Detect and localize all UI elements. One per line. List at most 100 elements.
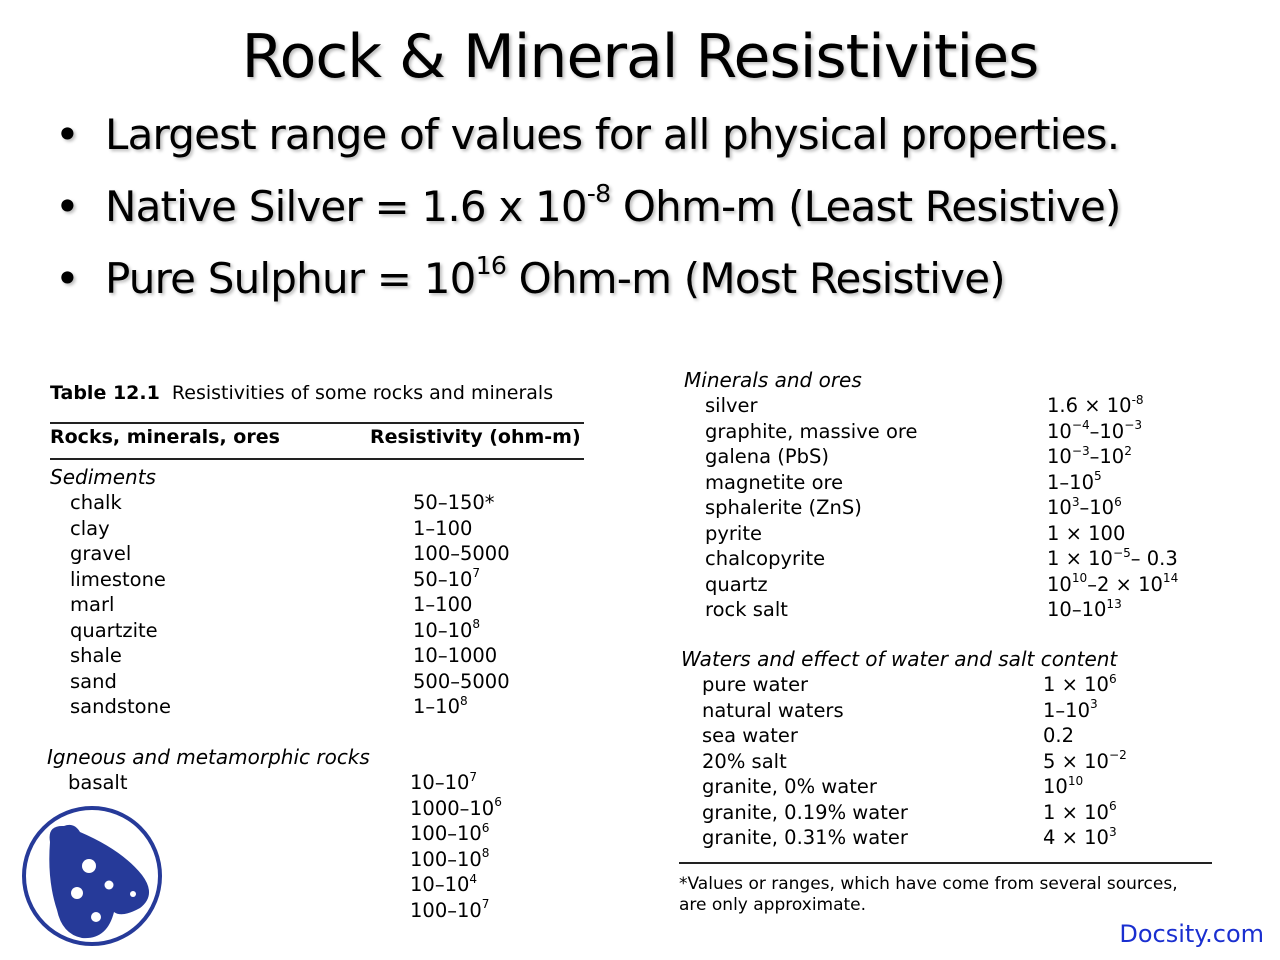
superscript: 6	[1108, 799, 1117, 814]
superscript: 6	[1108, 671, 1117, 686]
table-footnote: *Values or ranges, which have come from …	[679, 874, 1178, 915]
row-name: chalcopyrite	[705, 547, 826, 570]
row-resistivity: 10−4–10−3	[1047, 419, 1142, 445]
row-name: magnetite ore	[705, 470, 844, 494]
divider	[50, 458, 584, 460]
table-caption: Table 12.1 Resistivities of some rocks a…	[50, 382, 553, 404]
row-resistivity: 10−3–102	[1047, 444, 1132, 470]
section-heading: Minerals and ores	[684, 368, 862, 392]
text-segment: –2 × 10	[1087, 572, 1163, 596]
superscript: 13	[1106, 596, 1122, 611]
text-segment: 10	[1047, 572, 1072, 596]
text-segment: 500–5000	[413, 669, 510, 693]
row-resistivity: 50–107	[413, 567, 480, 593]
text-segment: 1–10	[1043, 698, 1090, 722]
text-segment: –10	[1079, 496, 1115, 519]
text-segment: Largest range of values for all physical…	[105, 110, 1120, 159]
superscript: 3	[1108, 824, 1117, 839]
row-resistivity: 1 × 100	[1047, 521, 1125, 547]
row-resistivity: 10–1013	[1047, 597, 1122, 623]
text-segment: 0.2	[1043, 724, 1075, 747]
row-name: graphite, massive ore	[705, 419, 918, 443]
row-name: rock salt	[705, 598, 788, 621]
row-resistivity: 1–100	[413, 592, 472, 618]
superscript: −2	[1108, 748, 1127, 763]
row-resistivity: 10–104	[410, 872, 477, 898]
row-name: galena (PbS)	[705, 445, 829, 468]
superscript: −5	[1112, 545, 1131, 560]
row-resistivity: 1–105	[1047, 470, 1102, 496]
row-resistivity: 1–108	[413, 694, 468, 720]
row-name: clay	[70, 516, 110, 540]
row-resistivity: 1010–2 × 1014	[1047, 572, 1178, 598]
text-segment: 1 × 10	[1043, 800, 1109, 824]
divider	[50, 422, 584, 424]
row-name: granite, 0% water	[702, 775, 877, 798]
superscript: 10	[1071, 571, 1088, 586]
row-resistivity: 1 × 106	[1043, 800, 1117, 826]
superscript: 6	[1114, 494, 1122, 509]
superscript: 2	[1124, 443, 1132, 458]
row-name: marl	[70, 593, 115, 616]
text-segment: 10–10	[413, 618, 473, 642]
text-segment: –10	[1089, 419, 1125, 443]
text-segment: 10	[1047, 496, 1072, 519]
superscript: 3	[1089, 697, 1098, 712]
bullet-icon: •	[55, 182, 80, 231]
text-segment: 50–150*	[413, 491, 495, 514]
text-segment: 1–100	[413, 593, 473, 616]
superscript: 7	[469, 769, 478, 784]
superscript: -8	[1131, 392, 1144, 407]
text-segment: 1000–10	[410, 796, 495, 820]
docsity-logo-icon	[22, 806, 162, 946]
bullet-item: • Pure Sulphur = 1016 Ohm-m (Most Resisti…	[55, 252, 1121, 324]
row-resistivity: 500–5000	[413, 669, 510, 695]
superscript: 8	[472, 617, 481, 632]
text-segment: Pure Sulphur = 10	[105, 254, 476, 303]
row-resistivity: 4 × 103	[1043, 825, 1117, 851]
slide-title: Rock & Mineral Resistivities	[241, 22, 1040, 92]
superscript: 7	[472, 566, 481, 581]
superscript: 8	[459, 693, 468, 708]
text-segment: 100–10	[410, 898, 482, 922]
row-resistivity: 1–100	[413, 516, 472, 542]
row-name: pyrite	[705, 521, 762, 545]
row-name: limestone	[70, 567, 166, 591]
text-segment: 10–10	[410, 771, 470, 794]
row-name: sea water	[702, 724, 798, 747]
row-name: sphalerite (ZnS)	[705, 496, 862, 519]
bullet-icon: •	[55, 254, 80, 303]
row-resistivity: 10–108	[413, 618, 480, 644]
row-name: shale	[70, 644, 122, 667]
row-name: quartzite	[70, 618, 158, 642]
row-resistivity: 0.2	[1043, 723, 1074, 749]
row-resistivity: 1 × 106	[1043, 672, 1117, 698]
text-segment: 100–10	[410, 847, 482, 871]
bullet-icon: •	[55, 110, 80, 159]
section-heading: Sediments	[50, 465, 156, 489]
text-segment: 1 × 10	[1047, 547, 1113, 570]
text-segment: 100–5000	[413, 542, 510, 565]
superscript: 3	[1071, 494, 1080, 509]
text-segment: 100–10	[410, 822, 482, 845]
text-segment: –10	[1089, 445, 1125, 468]
docsity-link[interactable]: Docsity.com	[1119, 920, 1264, 948]
row-resistivity: 100–106	[410, 821, 489, 847]
row-name: sandstone	[70, 695, 171, 718]
text-segment: 1–10	[413, 695, 460, 718]
text-segment: 1.6 × 10	[1047, 394, 1132, 417]
row-name: pure water	[702, 673, 809, 696]
superscript: 8	[481, 846, 490, 861]
superscript: 7	[481, 897, 490, 912]
superscript: 14	[1162, 571, 1179, 586]
superscript: −4	[1071, 418, 1090, 433]
row-resistivity: 1 × 10−5– 0.3	[1047, 546, 1178, 572]
divider	[679, 862, 1212, 864]
row-resistivity: 100–107	[410, 898, 489, 924]
superscript: 4	[469, 871, 478, 886]
text-segment: – 0.3	[1130, 547, 1178, 570]
section-heading: Waters and effect of water and salt cont…	[681, 647, 1118, 671]
text-segment: 10	[1047, 445, 1072, 468]
text-segment: 1–100	[413, 516, 473, 540]
text-segment: 10–10	[410, 873, 470, 896]
